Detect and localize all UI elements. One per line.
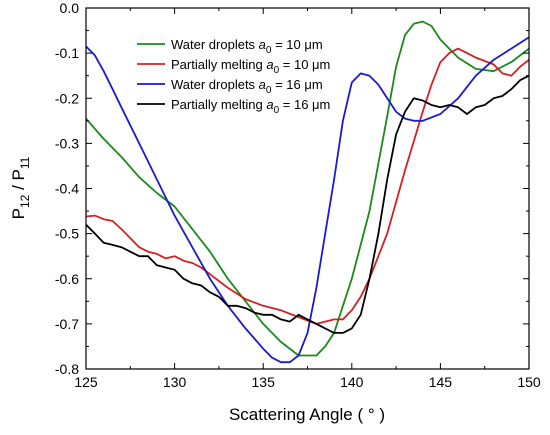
y-axis-title: P12 / P11 (9, 156, 32, 219)
legend-text: Water droplets (171, 37, 259, 52)
legend-label-2: Partially melting a0 = 10 μm (171, 57, 330, 76)
legend-param: a (266, 57, 273, 72)
series-line-1 (85, 20, 530, 357)
legend-param: a (259, 37, 266, 52)
series-line-3 (85, 36, 530, 364)
y-tick-label: -0.2 (55, 90, 79, 106)
legend-text: Partially melting (171, 57, 266, 72)
series-line-4 (85, 74, 530, 334)
legend-param-sub: 0 (266, 45, 272, 56)
series-line-2 (85, 47, 530, 325)
y-axis-title-mid: / P (9, 169, 28, 195)
x-axis-ticks: 125 130 135 140 145 150 (74, 8, 541, 390)
x-tick-label: 145 (429, 374, 453, 390)
y-axis-ticks: 0.0 -0.1 -0.2 -0.3 -0.4 -0.5 -0.6 -0.7 -0.8 (55, 0, 529, 377)
y-tick-label: -0.4 (55, 181, 79, 197)
legend-text: Partially melting (171, 97, 266, 112)
legend-value: = 16 μm (271, 77, 322, 92)
y-tick-label: -0.6 (55, 271, 79, 287)
legend-value: = 10 μm (279, 57, 330, 72)
legend-param-sub: 0 (274, 65, 280, 76)
x-tick-label: 125 (74, 374, 98, 390)
legend-param-sub: 0 (266, 85, 272, 96)
y-tick-label: 0.0 (60, 0, 80, 16)
x-tick-label: 130 (163, 374, 187, 390)
y-tick-label: -0.7 (55, 316, 79, 332)
y-tick-label: -0.5 (55, 226, 79, 242)
legend-param-sub: 0 (274, 105, 280, 116)
x-tick-label: 135 (252, 374, 276, 390)
y-tick-label: -0.8 (55, 361, 79, 377)
y-axis-title-main: P (9, 208, 28, 219)
legend-value: = 10 μm (271, 37, 322, 52)
x-tick-label: 140 (340, 374, 364, 390)
y-tick-label: -0.3 (55, 135, 79, 151)
legend-label-1: Water droplets a0 = 10 μm (171, 37, 323, 56)
legend-param: a (266, 97, 273, 112)
y-axis-title-sub2: 11 (18, 156, 32, 169)
legend-value: = 16 μm (279, 97, 330, 112)
x-axis-title: Scattering Angle ( ° ) (229, 405, 385, 424)
legend-label-3: Water droplets a0 = 16 μm (171, 77, 323, 96)
x-tick-label: 150 (517, 374, 541, 390)
series-layer (85, 20, 530, 364)
legend-label-4: Partially melting a0 = 16 μm (171, 97, 330, 116)
y-tick-label: -0.1 (55, 45, 79, 61)
y-axis-title-sub1: 12 (18, 194, 32, 208)
legend-text: Water droplets (171, 77, 259, 92)
legend-param: a (259, 77, 266, 92)
